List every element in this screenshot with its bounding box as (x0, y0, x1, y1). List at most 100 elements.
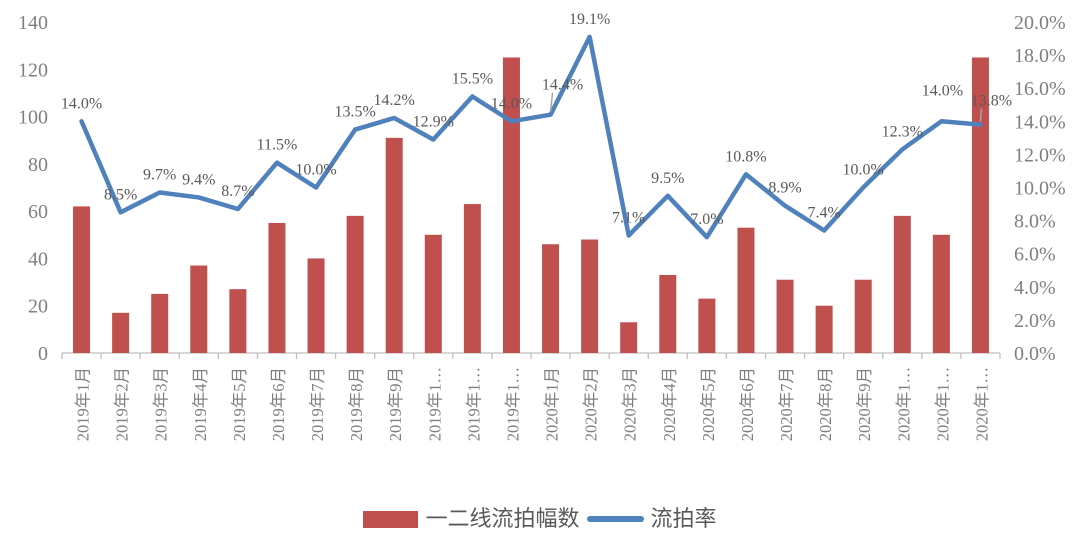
right-axis-tick-label: 14.0% (1014, 111, 1066, 133)
x-axis-category-label: 2019年6月 (269, 367, 288, 441)
right-axis-tick-label: 0.0% (1014, 343, 1056, 365)
line-data-label: 15.5% (452, 70, 493, 87)
bar (307, 258, 325, 353)
x-axis-category-label: 2019年1… (425, 367, 444, 441)
line-data-label: 8.9% (768, 180, 801, 197)
x-axis-category-label: 2019年3月 (152, 367, 171, 441)
x-axis-category-label: 2019年1… (464, 367, 483, 441)
bar-series-legend-label: 一二线流拍幅数 (425, 506, 580, 531)
line-series-swatch (586, 516, 644, 522)
bar (346, 215, 364, 353)
x-axis-category-label: 2020年6月 (738, 367, 757, 441)
line-data-label: 8.5% (104, 186, 137, 203)
bar (620, 322, 638, 353)
x-axis-category-label: 2020年2月 (582, 367, 601, 441)
data-label-leader-line (549, 92, 554, 112)
bar (229, 289, 247, 353)
left-axis-tick-label: 120 (18, 59, 48, 81)
x-axis-category-label: 2020年9月 (855, 367, 874, 441)
rate-line (79, 34, 983, 240)
data-label-leader-line (979, 108, 983, 122)
x-axis-category-label: 2020年8月 (816, 367, 835, 441)
x-axis-category-label: 2019年4月 (191, 367, 210, 441)
bar (112, 312, 130, 353)
line-data-label: 10.0% (295, 162, 336, 179)
line-data-label: 13.8% (971, 93, 1012, 110)
bar (776, 279, 794, 353)
right-axis-tick-label: 6.0% (1014, 244, 1056, 266)
bar (932, 234, 950, 353)
bar (542, 244, 560, 353)
bar (190, 265, 208, 353)
x-axis-category-label: 2019年5月 (230, 367, 249, 441)
line-data-label: 7.4% (807, 205, 840, 222)
line-data-label: 9.5% (651, 170, 684, 187)
left-axis-tick-label: 140 (18, 12, 48, 34)
line-data-label: 12.3% (882, 123, 923, 140)
left-axis-tick-label: 40 (28, 248, 48, 270)
left-axis-tick-label: 80 (28, 154, 48, 176)
right-axis-tick-label: 18.0% (1014, 45, 1066, 67)
line-data-label: 14.0% (491, 95, 532, 112)
bar (815, 305, 833, 353)
line-data-label: 12.9% (413, 114, 454, 131)
x-axis-category-label: 2020年1… (933, 367, 952, 441)
right-axis-tick-label: 20.0% (1014, 12, 1066, 34)
line-data-label: 9.4% (182, 171, 215, 188)
bar (268, 222, 286, 353)
bar (424, 234, 442, 353)
right-axis-tick-label: 4.0% (1014, 277, 1056, 299)
combo-chart-canvas: 0 20 40 60 80 100 120 140 0.0% 2.0% 4.0% 6.0% 8.0% 10… (18, 11, 1066, 441)
x-axis-category-label: 2020年7月 (777, 367, 796, 441)
line-data-label: 14.4% (542, 77, 583, 94)
x-axis-category-label: 2020年1… (894, 367, 913, 441)
bar (659, 274, 677, 353)
left-axis-tick-label: 0 (38, 343, 48, 365)
x-axis-category-label: 2019年7月 (308, 367, 327, 441)
bar (971, 57, 989, 353)
line-data-label: 19.1% (569, 11, 610, 28)
line-data-label: 7.1% (612, 209, 645, 226)
line-data-label: 10.8% (725, 148, 766, 165)
left-axis-tick-label: 100 (18, 107, 48, 129)
bar (385, 137, 403, 353)
x-axis-category-label: 2020年1… (972, 367, 991, 441)
x-axis-category-label: 2020年4月 (660, 367, 679, 441)
bar (698, 298, 716, 353)
x-axis-category-label: 2020年5月 (699, 367, 718, 441)
line-data-label: 14.2% (374, 92, 415, 109)
x-axis-category-label: 2020年1月 (543, 367, 562, 441)
bar (502, 57, 520, 353)
right-axis-tick-label: 16.0% (1014, 78, 1066, 100)
bar (73, 206, 91, 353)
right-axis-tick-label: 8.0% (1014, 211, 1056, 233)
left-axis-tick-label: 60 (28, 201, 48, 223)
bar (737, 227, 755, 353)
x-axis-category-label: 2019年1… (503, 367, 522, 441)
line-data-label: 11.5% (257, 137, 298, 154)
bar (854, 279, 872, 353)
line-data-label: 13.5% (334, 104, 375, 121)
bar (151, 293, 169, 353)
left-axis-tick-label: 20 (28, 296, 48, 318)
bar-series-swatch (363, 510, 419, 528)
chart-legend: 一二线流拍幅数 流拍率 (0, 508, 1080, 530)
right-axis-tick-label: 2.0% (1014, 310, 1056, 332)
line-series-legend-label: 流拍率 (650, 506, 717, 531)
line-data-label: 8.7% (221, 183, 254, 200)
line-data-label: 14.0% (61, 95, 102, 112)
line-data-label: 7.0% (690, 211, 723, 228)
line-data-label: 10.0% (843, 162, 884, 179)
x-axis-category-label: 2019年2月 (113, 367, 132, 441)
x-axis-category-label: 2019年1月 (74, 367, 93, 441)
x-axis-category-label: 2020年3月 (621, 367, 640, 441)
right-axis-tick-label: 12.0% (1014, 144, 1066, 166)
bar (581, 239, 599, 353)
x-axis-category-label: 2019年9月 (386, 367, 405, 441)
bar (463, 204, 481, 353)
right-axis-tick-label: 10.0% (1014, 178, 1066, 200)
line-data-label: 9.7% (143, 166, 176, 183)
line-data-label: 14.0% (922, 82, 963, 99)
bar (893, 215, 911, 353)
